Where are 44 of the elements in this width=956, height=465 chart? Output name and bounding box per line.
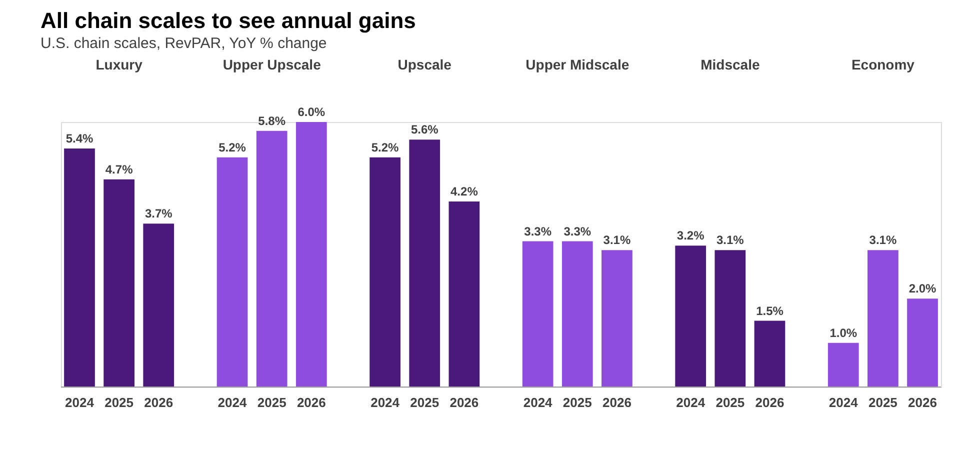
data-label: 5.8% (258, 114, 286, 128)
text: 2024 (828, 395, 858, 410)
text: 2025 (868, 395, 898, 410)
data-label: 3.1% (869, 233, 897, 248)
data-label: 5.6% (410, 122, 439, 137)
text: 2026 (450, 395, 479, 410)
data-label: 3.3% (564, 224, 592, 238)
x-tick-label: Economy (851, 56, 915, 72)
chart-title: All chain scales to see annual gains (40, 8, 416, 33)
text: 2025 (716, 395, 745, 410)
text: 2025 (410, 395, 440, 410)
text: 2026 (602, 395, 632, 410)
series-label: 2024 (65, 395, 95, 410)
text: 2025 (562, 395, 592, 410)
data-label: 4.7% (105, 162, 134, 176)
x-tick-label: Midscale (700, 56, 760, 72)
x-tick-label: Upper Midscale (526, 56, 630, 72)
data-label: 3.1% (716, 233, 744, 248)
data-label: 2.0% (908, 282, 937, 296)
data-label: 3.7% (144, 206, 173, 221)
series-label: 2025 (104, 395, 134, 410)
data-label: 5.2% (371, 140, 400, 154)
data-label: 5.4% (66, 132, 94, 146)
series-label: 2026 (144, 395, 174, 410)
x-tick-label: Luxury (96, 56, 143, 72)
text: 2024 (676, 395, 706, 410)
text: 2026 (296, 395, 326, 410)
x-tick-label: Upper Upscale (222, 56, 322, 72)
data-label: 4.2% (450, 184, 478, 198)
chart-subtitle: U.S. chain scales, RevPAR, YoY % change (40, 35, 327, 52)
data-label: 1.5% (756, 304, 784, 318)
data-label: 3.2% (676, 228, 705, 243)
text: 2024 (523, 395, 552, 410)
data-label: 3.3% (524, 224, 552, 238)
data-label: 3.1% (603, 233, 631, 248)
text: 2024 (370, 395, 400, 410)
text: 2025 (257, 395, 286, 410)
data-label: 1.0% (830, 326, 858, 340)
data-label: 5.2% (218, 140, 246, 154)
data-label: 6.0% (298, 105, 326, 119)
x-tick-label: Upscale (398, 56, 452, 72)
text: 2026 (755, 395, 784, 410)
text: 2026 (908, 395, 937, 410)
text: 2024 (218, 395, 247, 410)
